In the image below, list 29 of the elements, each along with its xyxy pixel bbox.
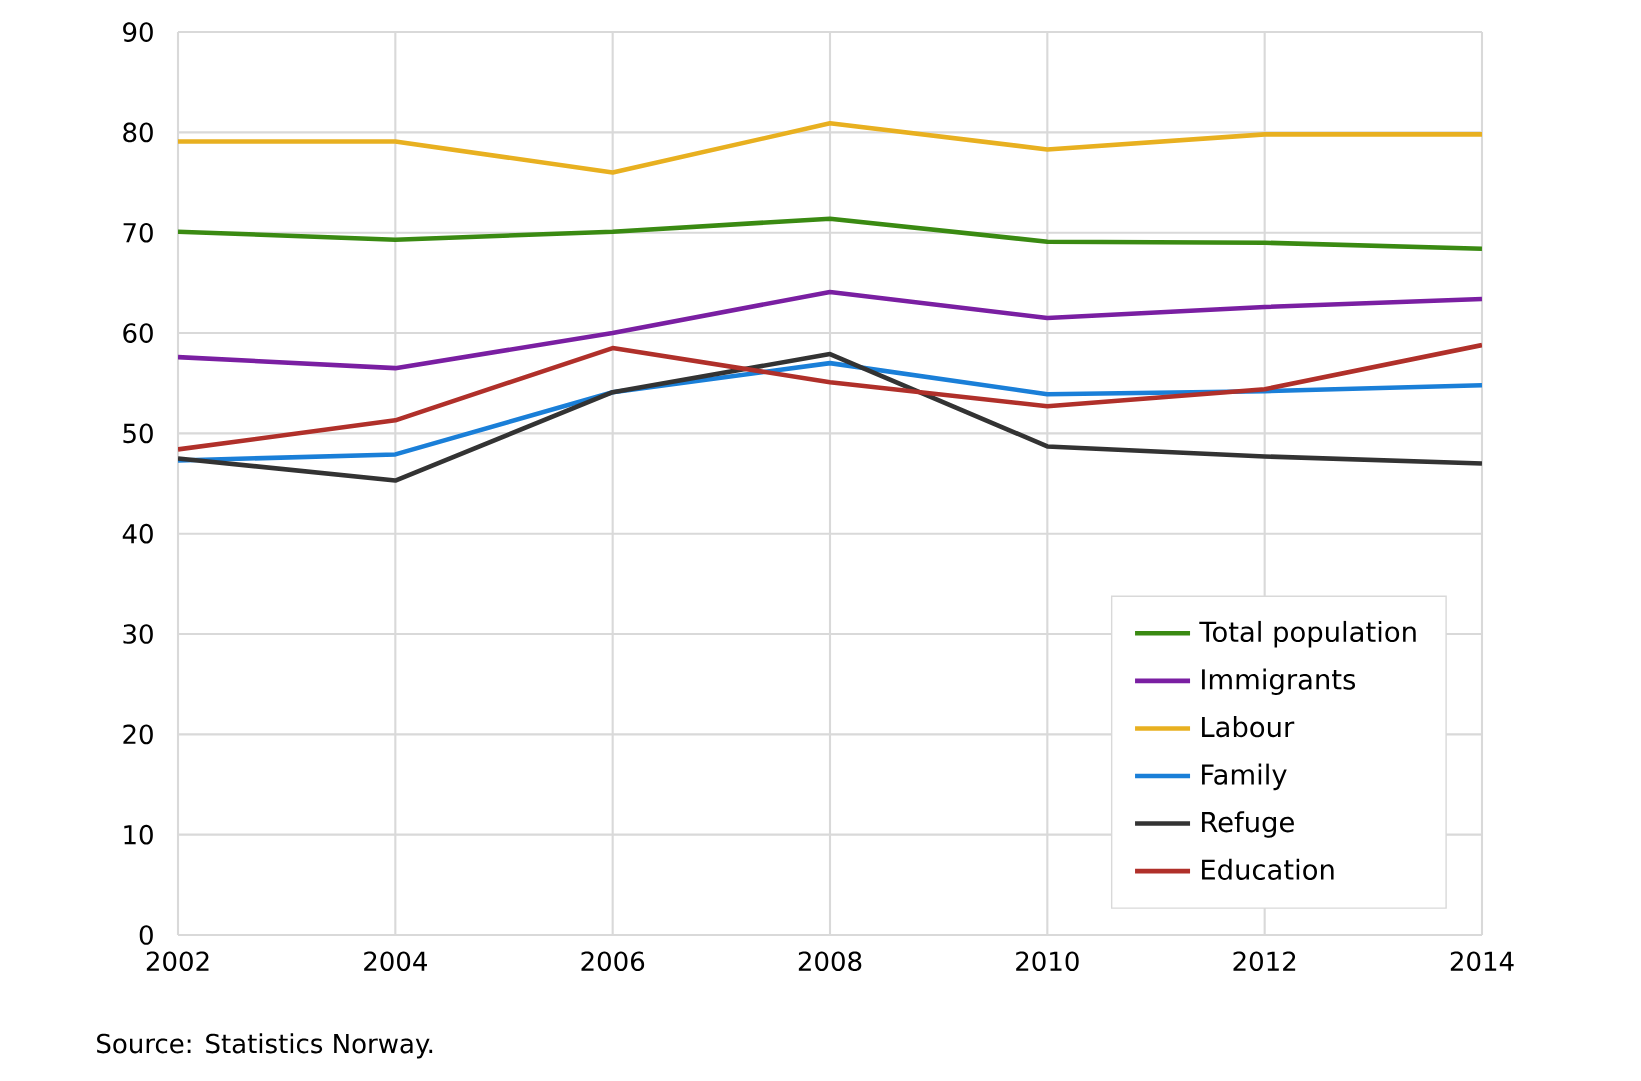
legend-label: Family	[1202, 763, 1287, 791]
y-tick-label: 80	[123, 122, 153, 143]
x-tick-label: 2010	[1016, 951, 1079, 972]
source-note: Source: Statistics Norway.	[97, 1033, 433, 1059]
legend-label: Labour	[1202, 716, 1295, 738]
line-series	[178, 351, 1482, 483]
x-tick-label: 2002	[146, 951, 209, 972]
x-tick-label: 2014	[1450, 951, 1514, 972]
y-tick-label: 40	[122, 523, 153, 544]
y-tick-label: 50	[123, 423, 153, 444]
x-tick-label: 2012	[1233, 951, 1296, 972]
line-series	[178, 342, 1482, 452]
legend-label: Immigrants	[1202, 668, 1356, 695]
y-tick-label: 90	[123, 22, 153, 42]
line-series	[178, 289, 1482, 371]
x-tick-label: 2004	[364, 951, 427, 972]
legend-label: Total population	[1199, 620, 1416, 648]
legend-label: Refuge	[1202, 811, 1294, 838]
x-tick-label: 2008	[798, 951, 862, 972]
y-tick-label: 30	[123, 624, 153, 644]
y-tick-label: 70	[123, 222, 153, 243]
y-tick-label: 0	[139, 925, 153, 945]
y-tick-label: 60	[123, 323, 153, 343]
y-tick-label: 10	[124, 824, 153, 845]
legend-label: Education	[1202, 858, 1334, 880]
line-series	[178, 121, 1482, 175]
y-tick-label: 20	[123, 724, 153, 745]
line-series	[178, 216, 1482, 252]
x-tick-label: 2006	[581, 951, 645, 972]
